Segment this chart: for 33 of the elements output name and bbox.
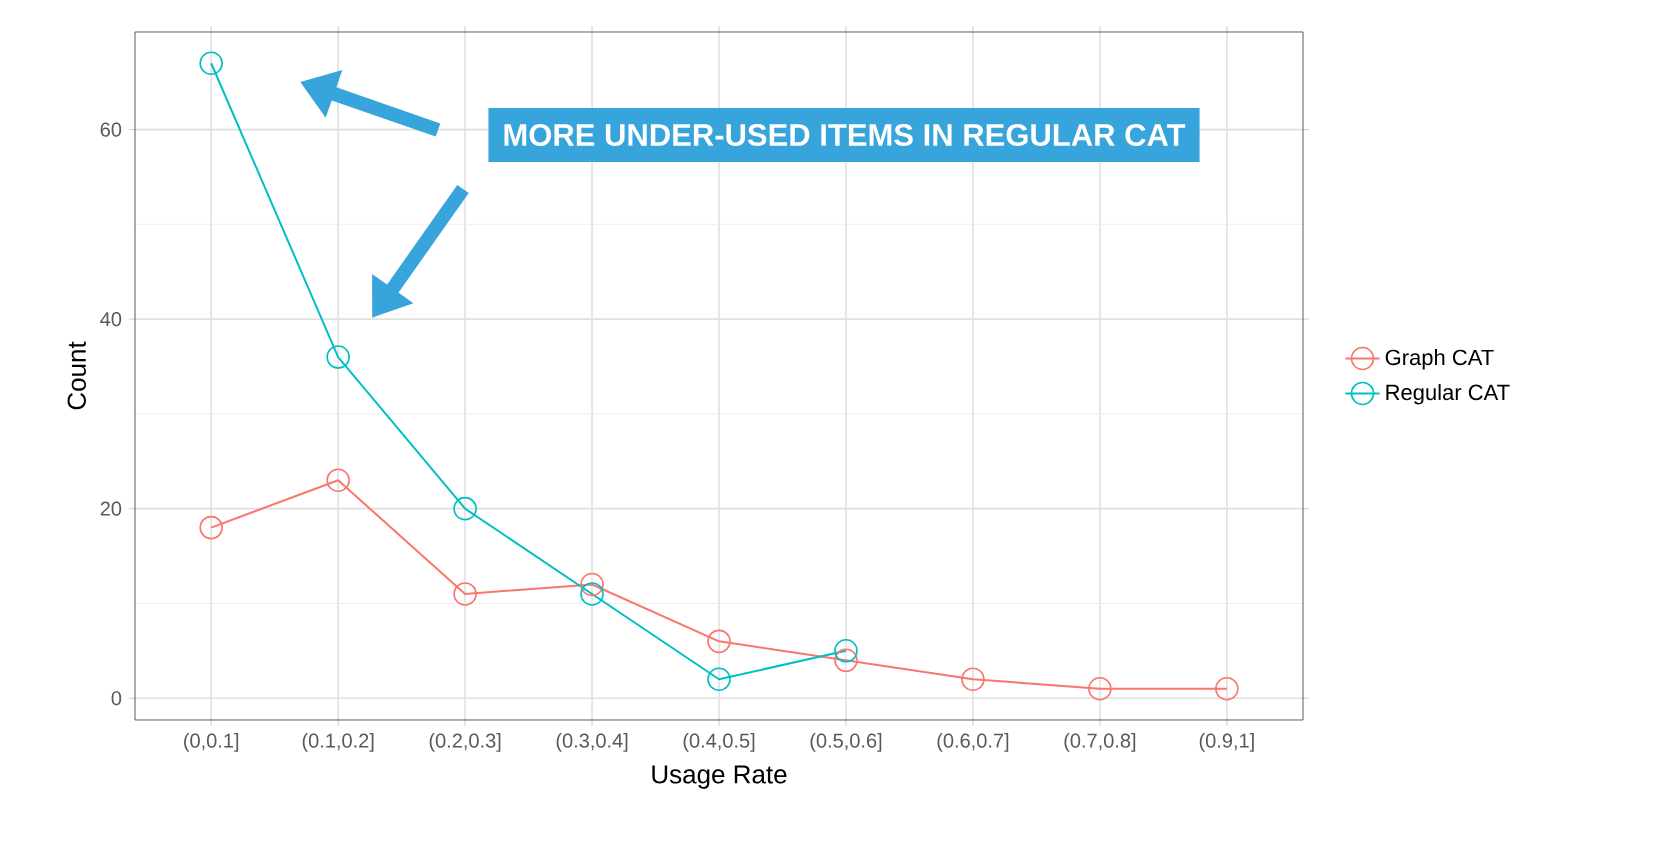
point [453,582,477,606]
x-tick-label: (0.3,0.4] [556,733,628,752]
point [1215,676,1239,701]
point [199,51,223,76]
point [326,345,350,369]
point [453,496,477,521]
x-tick-label: (0.7,0.8] [1064,733,1136,752]
legend-label: Regular CAT [1386,384,1510,405]
point [199,515,223,540]
annotation: MORE UNDER-USED ITEMS IN REGULAR CAT [504,124,1186,146]
x-tick-label: (0.9,1] [1199,733,1254,752]
y-tick-label: 0 [111,691,122,706]
y-axis-title: Count [67,341,86,410]
point [707,629,731,654]
legend-label: Graph CAT [1385,349,1494,370]
x-tick-label: (0.2,0.3] [429,733,501,752]
x-tick-label: (0.6,0.7] [937,733,1009,752]
point [707,667,731,692]
y-tick-label: 60 [100,122,122,137]
x-tick-label: (0.4,0.5] [683,733,755,752]
y-tick-label: 40 [100,312,122,327]
point [580,572,604,597]
point [326,468,350,493]
point [961,667,985,692]
x-axis-title: Usage Rate [652,765,787,789]
x-tick-label: (0,0.1] [184,733,239,752]
x-tick-label: (0.5,0.6] [810,733,882,752]
y-tick-label: 20 [100,501,122,516]
point [1088,676,1112,701]
point [834,648,858,673]
x-tick-label: (0.1,0.2] [302,733,374,752]
point [580,582,604,606]
point [834,639,858,663]
